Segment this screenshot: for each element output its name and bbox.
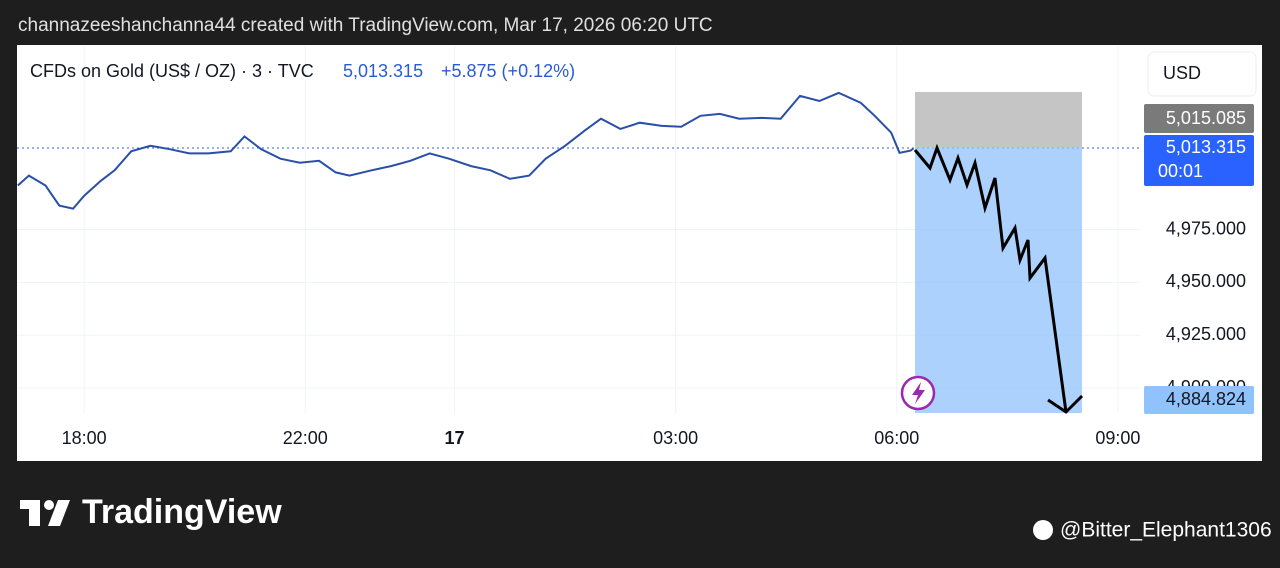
stop-tag-box [1144, 104, 1254, 133]
y-tick-label: 4,950.000 [1166, 271, 1246, 291]
x-tick-label: 03:00 [653, 428, 698, 448]
currency-box[interactable] [1147, 51, 1257, 97]
logo-stem [29, 500, 40, 526]
last-price: 5,013.315 [343, 61, 423, 81]
price-change: +5.875 (+0.12%) [441, 61, 575, 81]
stop-zone [915, 92, 1082, 147]
header-text: channazeeshanchanna44 created with Tradi… [18, 15, 713, 36]
last-price-tag: 5,013.315 [1166, 137, 1246, 157]
price-line [17, 91, 914, 210]
currency[interactable]: USD [1163, 63, 1201, 83]
chart-title: CFDs on Gold (US$ / OZ) · 3 · TVC [30, 61, 314, 81]
target-tag-box [1144, 386, 1254, 414]
projection-arrow [913, 143, 1068, 413]
stop-tag: 5,015.085 [1166, 108, 1246, 128]
logo [20, 500, 70, 526]
x-tick-label: 17 [445, 428, 465, 448]
brand: TradingView [82, 493, 282, 531]
logo-slash [48, 500, 70, 526]
x-tick-label: 06:00 [874, 428, 919, 448]
last-price-tag-box [1144, 135, 1254, 186]
x-tick-label: 09:00 [1095, 428, 1140, 448]
y-tick-label: 4,975.000 [1166, 218, 1246, 238]
target-zone [915, 147, 1082, 413]
facebook-icon [1033, 520, 1053, 540]
y-tick-label: 4,925.000 [1166, 324, 1246, 344]
credit: @Bitter_Elephant1306 [1060, 519, 1272, 542]
x-tick-label: 18:00 [62, 428, 107, 448]
logo-dot [44, 500, 54, 510]
plot [17, 91, 914, 210]
x-tick-label: 22:00 [283, 428, 328, 448]
target-tag: 4,884.824 [1166, 389, 1246, 409]
alert-bolt [912, 382, 925, 404]
arrow-head [1047, 394, 1084, 414]
countdown: 00:01 [1158, 161, 1203, 181]
